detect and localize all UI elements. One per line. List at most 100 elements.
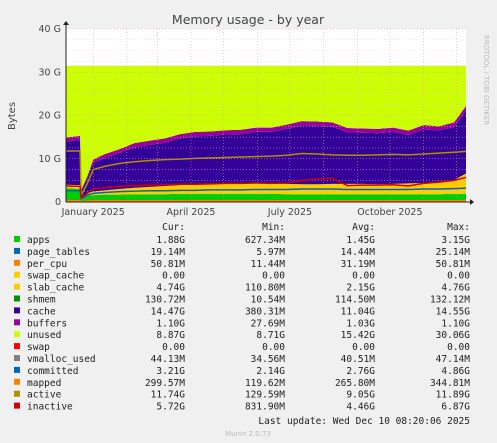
legend-swap_cache-name: swap_cache bbox=[27, 271, 84, 282]
legend-buffers-name: buffers bbox=[27, 318, 67, 329]
legend-swatch-mapped bbox=[14, 378, 20, 385]
legend-vmalloc_used-max: 47.14M bbox=[436, 354, 471, 365]
legend-shmem-name: shmem bbox=[27, 295, 56, 306]
legend-swap-avg: 0.00 bbox=[352, 342, 375, 353]
legend-swap_cache-min: 0.00 bbox=[262, 271, 285, 282]
legend-per_cpu-avg: 31.19M bbox=[341, 259, 376, 270]
area-cache bbox=[66, 110, 466, 199]
legend-page_tables-cur: 19.14M bbox=[151, 247, 186, 258]
munin-version: Munin 2.0.73 bbox=[225, 430, 271, 438]
legend-swatch-committed bbox=[14, 366, 20, 373]
legend-swap_cache-cur: 0.00 bbox=[162, 271, 185, 282]
legend-unused-avg: 15.42G bbox=[341, 330, 376, 341]
legend-swatch-active bbox=[14, 390, 20, 397]
legend-committed-avg: 2.76G bbox=[346, 366, 375, 377]
legend-swatch-vmalloc_used bbox=[14, 355, 20, 361]
legend-active-cur: 11.74G bbox=[151, 390, 186, 401]
line-committed bbox=[66, 187, 467, 200]
area-slab_cache bbox=[66, 173, 466, 199]
legend-mapped-cur: 299.57M bbox=[145, 378, 185, 389]
legend-apps-cur: 1.88G bbox=[156, 235, 185, 246]
y-tick-label: 20 G bbox=[39, 111, 61, 122]
legend-committed-max: 4.86G bbox=[441, 366, 470, 377]
legend-apps-name: apps bbox=[27, 235, 50, 246]
legend-buffers-max: 1.10G bbox=[441, 318, 470, 329]
legend-unused-max: 30.06G bbox=[436, 330, 471, 341]
legend-swap-max: 0.00 bbox=[447, 342, 470, 353]
legend-swatch-shmem bbox=[14, 295, 20, 302]
legend-unused-min: 8.71G bbox=[256, 330, 285, 341]
legend-inactive-cur: 5.72G bbox=[156, 402, 185, 413]
legend-active-avg: 9.05G bbox=[346, 390, 375, 401]
legend-unused-cur: 8.87G bbox=[156, 330, 185, 341]
legend-mapped-avg: 265.80M bbox=[335, 378, 375, 389]
legend-table: apps 1.88G 627.34M 1.45G 3.15G page_tables 19.… bbox=[14, 235, 470, 413]
legend-committed-min: 2.14G bbox=[256, 366, 285, 377]
y-axis-label: Bytes bbox=[7, 102, 18, 130]
legend-header-avg: Avg: bbox=[352, 222, 375, 233]
legend-swap_cache-avg: 0.00 bbox=[352, 271, 375, 282]
legend-shmem-max: 132.12M bbox=[430, 295, 470, 306]
chart-title: Memory usage - by year bbox=[172, 12, 325, 27]
rrdtool-side-label: RRDTOOL / TOBI OETIKER bbox=[482, 35, 490, 125]
legend-swatch-unused bbox=[14, 331, 20, 338]
legend-page_tables-max: 25.14M bbox=[436, 247, 471, 258]
legend-page_tables-avg: 14.44M bbox=[341, 247, 376, 258]
stacked-areas bbox=[66, 65, 466, 202]
legend-page_tables-name: page_tables bbox=[27, 247, 90, 258]
line-mapped bbox=[66, 199, 466, 203]
legend-per_cpu-min: 11.44M bbox=[251, 259, 286, 270]
y-tick-label: 10 G bbox=[39, 154, 61, 165]
legend-swatch-apps bbox=[14, 236, 20, 242]
legend-buffers-cur: 1.10G bbox=[156, 318, 185, 329]
legend-active-name: active bbox=[27, 390, 62, 401]
legend-slab_cache-name: slab_cache bbox=[27, 283, 84, 294]
legend-slab_cache-min: 110.80M bbox=[245, 283, 285, 294]
series-lines bbox=[65, 150, 467, 203]
legend-mapped-max: 344.81M bbox=[430, 378, 470, 389]
legend-active-max: 11.89G bbox=[436, 390, 471, 401]
legend-inactive-min: 831.90M bbox=[245, 402, 285, 413]
line-inactive bbox=[65, 176, 467, 200]
legend-committed-cur: 3.21G bbox=[156, 366, 185, 377]
y-tick-label: 40 G bbox=[39, 24, 61, 35]
x-axis-arrow bbox=[470, 199, 474, 205]
legend-swatch-page_tables bbox=[14, 247, 20, 254]
legend-inactive-max: 6.87G bbox=[441, 402, 470, 413]
legend-per_cpu-max: 50.81M bbox=[436, 259, 471, 270]
legend-page_tables-min: 5.97M bbox=[256, 247, 285, 258]
y-axis-arrow bbox=[63, 21, 69, 25]
legend-vmalloc_used-name: vmalloc_used bbox=[27, 354, 96, 365]
legend-active-min: 129.59M bbox=[245, 390, 285, 401]
y-tick-label: 30 G bbox=[39, 67, 61, 78]
legend-swap_cache-max: 0.00 bbox=[447, 271, 470, 282]
legend-swatch-cache bbox=[14, 307, 20, 314]
legend-cache-avg: 11.04G bbox=[341, 306, 376, 317]
legend-inactive-name: inactive bbox=[27, 402, 73, 413]
legend-vmalloc_used-avg: 40.51M bbox=[341, 354, 376, 365]
axes: 0 10 G 20 G 30 G 40 G January 2025 April 2025 J… bbox=[39, 21, 474, 218]
legend-vmalloc_used-min: 34.56M bbox=[251, 354, 286, 365]
legend-unused-name: unused bbox=[27, 330, 61, 341]
legend-swatch-swap bbox=[14, 343, 20, 350]
legend-header: Cur: Min: Avg: Max: bbox=[162, 222, 470, 233]
legend-shmem-avg: 114.50M bbox=[335, 295, 375, 306]
legend-cache-name: cache bbox=[27, 306, 56, 317]
x-tick-label: April 2025 bbox=[167, 207, 216, 218]
legend-shmem-min: 10.54M bbox=[251, 295, 286, 306]
legend-apps-avg: 1.45G bbox=[346, 235, 375, 246]
area-unused bbox=[66, 65, 466, 190]
legend-buffers-avg: 1.03G bbox=[346, 318, 375, 329]
legend-cache-cur: 14.47G bbox=[151, 306, 186, 317]
legend-mapped-min: 119.62M bbox=[245, 378, 285, 389]
legend-swatch-slab_cache bbox=[14, 283, 20, 290]
legend-swatch-buffers bbox=[14, 319, 20, 326]
last-update: Last update: Wed Dec 10 08:20:06 2025 bbox=[258, 416, 470, 427]
legend-per_cpu-name: per_cpu bbox=[27, 259, 67, 270]
legend-slab_cache-max: 4.76G bbox=[441, 283, 470, 294]
legend-slab_cache-cur: 4.74G bbox=[156, 283, 185, 294]
area-apps bbox=[66, 188, 466, 202]
legend-swatch-swap_cache bbox=[14, 271, 20, 278]
legend-cache-max: 14.55G bbox=[436, 306, 471, 317]
